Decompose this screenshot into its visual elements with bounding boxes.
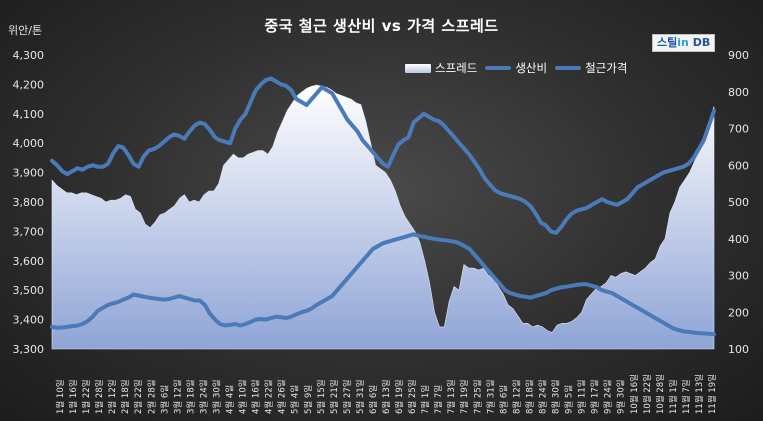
y-tick-right: 700 xyxy=(728,123,749,136)
x-tick-label: 10월 28일 xyxy=(655,374,666,414)
x-tick-label: 8월 6일 xyxy=(498,385,509,414)
y-tick-left: 4,000 xyxy=(13,137,45,150)
x-tick-label: 5월 27일 xyxy=(342,379,353,414)
x-tick-label: 5월 9일 xyxy=(303,385,314,414)
y-tick-right: 500 xyxy=(728,196,749,209)
x-tick-label: 6월 13일 xyxy=(381,379,392,414)
x-tick-label: 7월 25일 xyxy=(472,379,483,414)
x-tick-label: 4월 16일 xyxy=(251,379,262,414)
x-tick-label: 2월 12일 xyxy=(107,379,118,414)
legend-swatch-spread xyxy=(405,63,431,73)
logo-part-3: DB xyxy=(688,36,711,49)
x-tick-label: 9월 5일 xyxy=(564,385,575,414)
legend-label-price: 철근가격 xyxy=(585,61,628,75)
series-line-cost xyxy=(50,232,716,337)
x-tick-label: 9월 30일 xyxy=(616,379,627,414)
x-tick-label: 2월 22일 xyxy=(133,379,144,414)
x-tick-label: 9월 11일 xyxy=(577,379,588,414)
x-tick-label: 4월 10일 xyxy=(238,379,249,414)
x-tick-label: 5월 31일 xyxy=(355,379,366,414)
x-tick-label: 5월 21일 xyxy=(329,379,340,414)
x-tick-label: 9월 24일 xyxy=(603,379,614,414)
chart-legend: 스프레드 생산비 철근가격 xyxy=(405,60,627,76)
x-tick-label: 11월 1일 xyxy=(668,379,679,414)
legend-item-spread: 스프레드 xyxy=(405,60,477,76)
x-tick-label: 4월 4일 xyxy=(225,385,236,414)
logo-part-2: in xyxy=(677,36,689,49)
x-tick-label: 6월 25일 xyxy=(407,379,418,414)
y-tick-left: 4,100 xyxy=(13,108,45,121)
x-tick-label: 10월 22일 xyxy=(642,374,653,414)
x-tick-label: 8월 18일 xyxy=(524,379,535,414)
x-tick-label: 5월 4일 xyxy=(290,385,301,414)
x-tick-label: 3월 30일 xyxy=(211,379,222,414)
x-tick-label: 7월 31일 xyxy=(485,379,496,414)
x-tick-label: 4월 22일 xyxy=(264,379,275,414)
brand-logo: 스틸in DB xyxy=(652,34,716,52)
y-tick-left: 3,500 xyxy=(13,284,45,297)
x-tick-label: 3월 12일 xyxy=(172,379,183,414)
chart-title: 중국 철근 생산비 vs 가격 스프레드 xyxy=(264,17,499,35)
legend-label-cost: 생산비 xyxy=(515,61,548,75)
x-tick-label: 8월 12일 xyxy=(511,379,522,414)
y-tick-right: 400 xyxy=(728,233,749,246)
y-tick-right: 300 xyxy=(728,270,749,283)
x-tick-label: 11월 7일 xyxy=(681,379,692,414)
legend-swatch-cost xyxy=(485,66,512,70)
y-tick-left: 3,700 xyxy=(13,225,45,238)
x-tick-label: 3월 24일 xyxy=(198,379,209,414)
x-tick-label: 3월 18일 xyxy=(185,379,196,414)
x-tick-label: 7월 13일 xyxy=(446,379,457,414)
y-tick-right: 800 xyxy=(728,86,749,99)
y-tick-left: 3,900 xyxy=(13,167,45,180)
x-tick-label: 11월 13일 xyxy=(694,374,705,414)
x-tick-label: 5월 15일 xyxy=(316,379,327,414)
y-tick-right: 100 xyxy=(728,343,749,356)
y-tick-right: 900 xyxy=(728,49,749,62)
x-tick-label: 1월 16일 xyxy=(68,379,79,414)
y-tick-left: 3,300 xyxy=(13,343,45,356)
y-tick-left: 3,400 xyxy=(13,314,45,327)
x-tick-label: 7월 1일 xyxy=(420,385,431,414)
x-tick-label: 8월 30일 xyxy=(551,379,562,414)
x-tick-label: 9월 17일 xyxy=(590,379,601,414)
legend-item-price: 철근가격 xyxy=(555,60,627,76)
x-tick-label: 6월 19일 xyxy=(394,379,405,414)
x-tick-label: 3월 6일 xyxy=(159,385,170,414)
series-line-price xyxy=(50,76,716,235)
y-tick-left: 3,600 xyxy=(13,255,45,268)
x-tick-label: 2월 18일 xyxy=(120,379,131,414)
x-tick-label: 2월 28일 xyxy=(146,379,157,414)
x-tick-label: 1월 22일 xyxy=(81,379,92,414)
x-tick-label: 1월 28일 xyxy=(94,379,105,414)
x-tick-label: 8월 24일 xyxy=(537,379,548,414)
y-tick-left: 4,300 xyxy=(13,49,45,62)
y-tick-right: 200 xyxy=(728,306,749,319)
legend-swatch-price xyxy=(555,66,582,70)
x-tick-label: 7월 7일 xyxy=(433,385,444,414)
x-tick-label: 10월 16일 xyxy=(629,374,640,414)
y-tick-right: 600 xyxy=(728,159,749,172)
y-axis-unit: 위안/톤 xyxy=(8,24,43,37)
legend-item-cost: 생산비 xyxy=(485,60,547,76)
y-tick-left: 4,200 xyxy=(13,78,45,91)
logo-part-1: 스틸 xyxy=(657,36,678,49)
x-tick-label: 4월 26일 xyxy=(277,379,288,414)
x-tick-label: 7월 19일 xyxy=(459,379,470,414)
series-area-spread xyxy=(51,84,715,350)
x-tick-label: 6월 6일 xyxy=(368,385,379,414)
x-tick-label: 1월 10일 xyxy=(55,379,66,414)
x-tick-label: 11월 19일 xyxy=(707,374,718,414)
y-tick-left: 3,800 xyxy=(13,196,45,209)
legend-label-spread: 스프레드 xyxy=(435,61,478,75)
